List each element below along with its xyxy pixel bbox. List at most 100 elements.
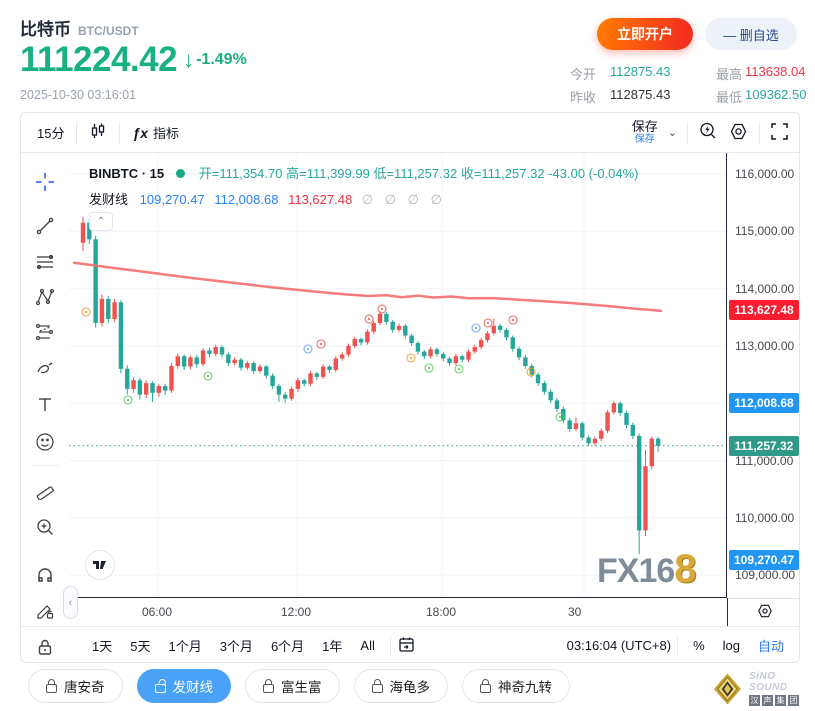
price-tag: 113,627.48 [729,300,799,320]
save-layout-button[interactable]: 保存 保存 [632,120,658,145]
forecast-tool-icon[interactable] [34,321,56,343]
candle-body [327,367,331,370]
legend-change: -43.00 (-0.04%) [548,166,638,181]
candle-body [485,333,489,340]
zoom-in-tool-icon[interactable] [34,516,56,538]
strategy-tangqi-button[interactable]: 唐安奇 [28,669,123,703]
market-status-dot [176,169,185,178]
candle-body [264,367,268,376]
chart-settings-icon[interactable] [728,121,749,145]
percent-scale-button[interactable]: % [684,638,714,653]
indicator-name[interactable]: 发财线 [89,192,128,207]
price-axis[interactable]: 116,000.00115,000.00114,000.00113,000.00… [727,153,801,598]
candle-body [239,360,243,368]
candle-body [372,323,376,332]
remove-watchlist-button[interactable]: — 删自选 [705,18,797,50]
candle-body [100,299,104,323]
candle-body [504,330,508,337]
candle-body [308,373,312,383]
strategy-facaixian-button[interactable]: 发财线 [137,669,232,703]
sidebar-divider [31,465,59,466]
candle-body [555,400,559,409]
candle-body [220,347,224,354]
strategy-shenqijiuzhuan-button[interactable]: 神奇九转 [462,669,570,703]
candle-body [517,349,521,358]
brush-tool-icon[interactable] [34,357,56,379]
candle-body [359,339,363,342]
log-scale-button[interactable]: log [714,638,749,653]
candle-body [612,403,616,412]
measure-tool-icon[interactable] [34,479,56,501]
time-axis[interactable]: 06:0012:0018:0030 [69,598,801,626]
range-1y-button[interactable]: 1年 [313,636,351,655]
goto-date-icon[interactable] [397,635,416,657]
save-dropdown-chevron-icon[interactable]: ⌄ [668,126,677,139]
candle-body [416,343,420,352]
legend-symbol[interactable]: BINBTC · 15 [89,166,164,181]
quote-open-label: 今开 [570,64,596,83]
range-6m-button[interactable]: 6个月 [262,636,313,655]
candle-body [422,352,426,357]
crosshair-tool-icon[interactable] [34,171,56,193]
candle-body [112,302,116,319]
xabcd-pattern-tool-icon[interactable] [34,286,56,308]
candle-body [289,389,293,399]
indicators-button[interactable]: ƒx 指标 [120,120,191,146]
sidebar-collapse-handle[interactable]: ‹ [63,586,78,619]
fx-icon: ƒx [132,125,148,141]
candle-body [93,239,97,323]
price-axis-tick: 109,000.00 [735,568,795,582]
tradingview-logo[interactable] [85,550,115,580]
range-all-button[interactable]: All [351,638,383,653]
candle-body [656,439,660,446]
lock-icon [480,684,491,693]
text-tool-icon[interactable] [34,394,56,416]
chart-canvas[interactable]: BINBTC · 15 开=111,354.70 高=111,399.99 低=… [69,153,727,598]
candle-body [473,347,477,352]
signal-marker-dot [320,343,322,345]
legend-row-indicator: 发财线 109,270.47 112,008.68 113,627.48 ∅ ∅… [89,189,639,208]
range-3m-button[interactable]: 3个月 [211,636,262,655]
price-down-arrow-icon: ↓ [183,47,194,73]
candle-body [340,354,344,358]
fib-retracement-tool-icon[interactable] [34,251,56,273]
magnet-tool-icon[interactable] [34,564,56,586]
candle-body [523,357,527,366]
candle-body [631,425,635,436]
quote-open-value: 112875.43 [610,64,671,79]
open-account-button[interactable]: 立即开户 [597,18,693,50]
candle-body [226,354,230,363]
candle-body [214,347,218,354]
strategy-haiguiduo-button[interactable]: 海龟多 [354,669,449,703]
candle-body [163,386,167,391]
trend-line-tool-icon[interactable] [34,215,56,237]
quote-prevclose-value: 112875.43 [610,87,671,102]
sino-sound-logo: SiNO SOUND 汉声集团 [712,671,815,706]
time-axis-tick: 12:00 [281,605,311,619]
candle-body [390,322,394,330]
price-axis-tick: 113,000.00 [735,339,794,353]
candle-body [466,352,470,360]
interval-button[interactable]: 15分 [25,120,76,146]
candle-body [435,349,439,354]
candle-body [270,376,274,386]
candle-body [384,314,388,322]
legend-collapse-button[interactable]: ⌃ [89,212,113,231]
stay-in-drawing-mode-icon[interactable] [34,600,56,622]
range-1d-button[interactable]: 1天 [83,636,121,655]
signal-marker-dot [530,371,532,373]
candle-body [277,386,281,395]
candle-body [302,380,306,383]
strategy-fushengfu-button[interactable]: 富生富 [245,669,340,703]
candlestick-chart[interactable] [69,153,727,598]
chart-style-button[interactable] [77,120,119,146]
drawing-toolbar [21,153,69,662]
axis-settings-icon[interactable] [755,601,775,624]
range-1m-button[interactable]: 1个月 [159,636,210,655]
auto-scale-button[interactable]: 自动 [749,636,793,655]
fullscreen-icon[interactable] [770,122,789,144]
range-5d-button[interactable]: 5天 [121,636,159,655]
clock-timezone-button[interactable]: 03:16:04 (UTC+8) [567,638,671,653]
emoji-tool-icon[interactable] [34,431,56,453]
quick-search-icon[interactable] [698,121,718,144]
